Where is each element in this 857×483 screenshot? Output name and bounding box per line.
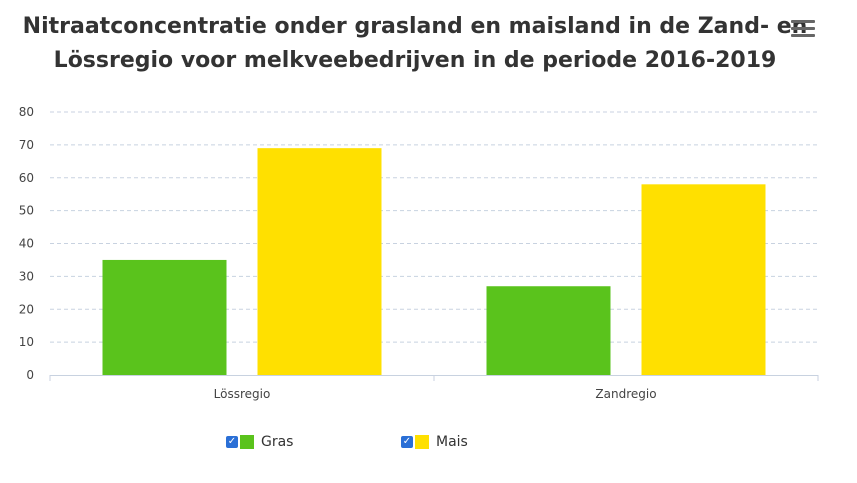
chart-title: Nitraatconcentratie onder grasland en ma… <box>20 10 810 78</box>
legend-item-mais[interactable]: ✓ Mais <box>401 433 468 451</box>
y-tick-label: 70 <box>19 138 34 152</box>
bar-gras-1 <box>102 259 227 375</box>
y-tick-label: 80 <box>19 105 34 119</box>
y-tick-label: 20 <box>19 302 34 316</box>
hamburger-menu-icon[interactable] <box>791 20 815 40</box>
bar-chart: 0 10 20 30 40 50 60 70 80 Lössregio Zandregio <box>19 105 819 401</box>
legend-swatch-mais <box>415 435 429 449</box>
legend-label-mais: Mais <box>436 434 468 450</box>
bar-mais-2 <box>641 184 766 375</box>
bar-mais-1 <box>257 148 382 375</box>
chart-title-line-2: Lössregio voor melkveebedrijven in de pe… <box>53 48 777 73</box>
checkbox-icon[interactable]: ✓ <box>226 436 238 448</box>
legend-label-gras: Gras <box>261 434 294 450</box>
x-tick-label: Lössregio <box>214 387 271 401</box>
checkbox-icon[interactable]: ✓ <box>401 436 413 448</box>
chart-title-line-1: Nitraatconcentratie onder grasland en ma… <box>22 14 808 39</box>
bar-gras-2 <box>486 286 611 375</box>
y-tick-label: 10 <box>19 335 34 349</box>
x-tick-label: Zandregio <box>595 387 656 401</box>
y-tick-label: 0 <box>26 368 34 382</box>
y-tick-label: 50 <box>19 204 34 218</box>
y-tick-label: 60 <box>19 171 34 185</box>
y-tick-label: 30 <box>19 269 34 283</box>
legend-swatch-gras <box>240 435 254 449</box>
y-tick-label: 40 <box>19 237 34 251</box>
legend-item-gras[interactable]: ✓ Gras <box>226 433 293 451</box>
